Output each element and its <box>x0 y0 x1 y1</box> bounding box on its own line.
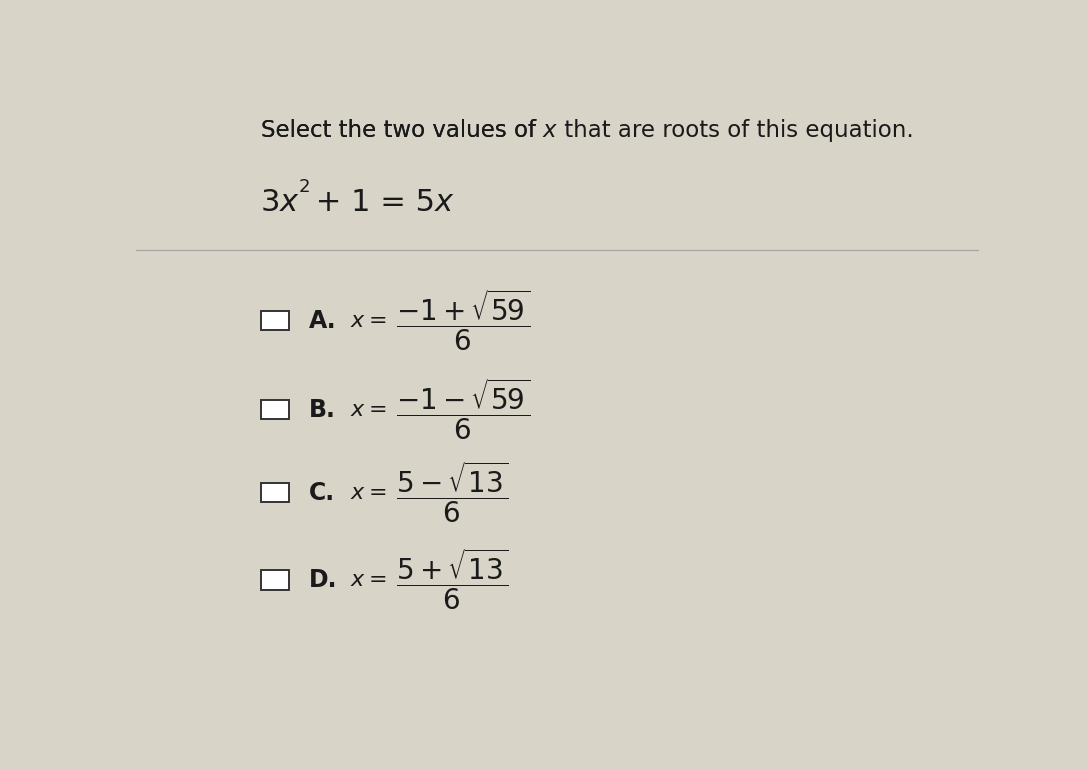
FancyBboxPatch shape <box>261 400 288 420</box>
Text: Select the two values of: Select the two values of <box>261 119 543 142</box>
Text: x: x <box>351 570 364 590</box>
Text: x: x <box>281 188 298 216</box>
Text: x: x <box>543 119 557 142</box>
Text: that are roots of this equation.: that are roots of this equation. <box>557 119 913 142</box>
Text: 2: 2 <box>298 179 310 196</box>
Text: 3: 3 <box>261 188 281 216</box>
Text: $\dfrac{-1-\sqrt{59}}{6}$: $\dfrac{-1-\sqrt{59}}{6}$ <box>396 377 530 442</box>
Text: x: x <box>351 483 364 503</box>
Text: x: x <box>351 400 364 420</box>
Text: x: x <box>351 310 364 330</box>
Text: B.: B. <box>309 397 336 422</box>
Text: $\dfrac{5+\sqrt{13}}{6}$: $\dfrac{5+\sqrt{13}}{6}$ <box>396 547 508 612</box>
Text: x: x <box>435 188 453 216</box>
Text: =: = <box>369 310 387 330</box>
Text: D.: D. <box>309 567 337 592</box>
FancyBboxPatch shape <box>261 570 288 590</box>
Text: $\dfrac{5-\sqrt{13}}{6}$: $\dfrac{5-\sqrt{13}}{6}$ <box>396 460 508 525</box>
Text: C.: C. <box>309 480 335 504</box>
Text: =: = <box>369 570 387 590</box>
Text: Select the two values of: Select the two values of <box>261 119 543 142</box>
Text: + 1 = 5: + 1 = 5 <box>306 188 435 216</box>
Text: $\dfrac{-1+\sqrt{59}}{6}$: $\dfrac{-1+\sqrt{59}}{6}$ <box>396 288 530 353</box>
FancyBboxPatch shape <box>261 311 288 330</box>
Text: A.: A. <box>309 309 336 333</box>
Text: =: = <box>369 400 387 420</box>
FancyBboxPatch shape <box>261 483 288 502</box>
Text: =: = <box>369 483 387 503</box>
